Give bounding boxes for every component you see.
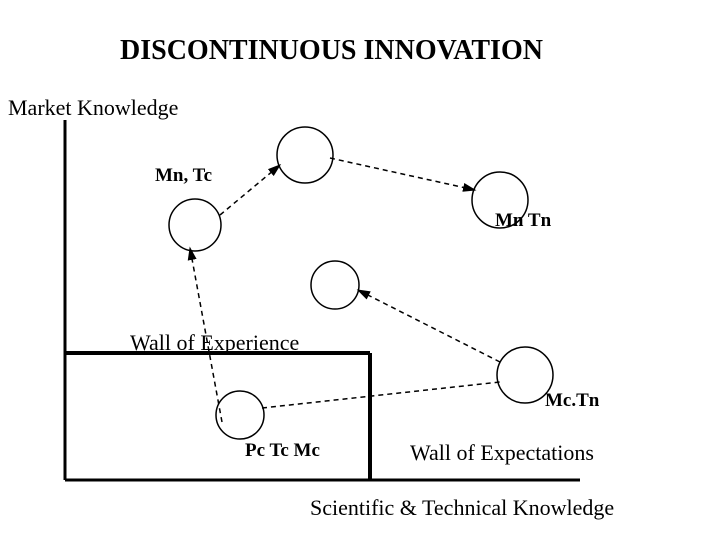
label-pc-tc-mc: Pc Tc Mc — [245, 440, 320, 462]
axes — [65, 120, 580, 480]
label-sci-tech: Scientific & Technical Knowledge — [310, 495, 614, 521]
label-market-knowledge: Market Knowledge — [8, 95, 178, 121]
circles — [169, 127, 553, 439]
label-mn-tn: Mn Tn — [495, 210, 551, 232]
page-title: DISCONTINUOUS INNOVATION — [120, 35, 543, 67]
diagram-canvas — [0, 0, 720, 540]
dashed-connectors — [190, 158, 500, 422]
label-wall-of-experience: Wall of Experience — [130, 330, 299, 356]
label-mc-tn: Mc.Tn — [545, 390, 599, 412]
label-mn-tc: Mn, Tc — [155, 165, 212, 187]
wall-of-experience-box — [65, 353, 370, 480]
label-wall-of-expectations: Wall of Expectations — [410, 440, 594, 466]
